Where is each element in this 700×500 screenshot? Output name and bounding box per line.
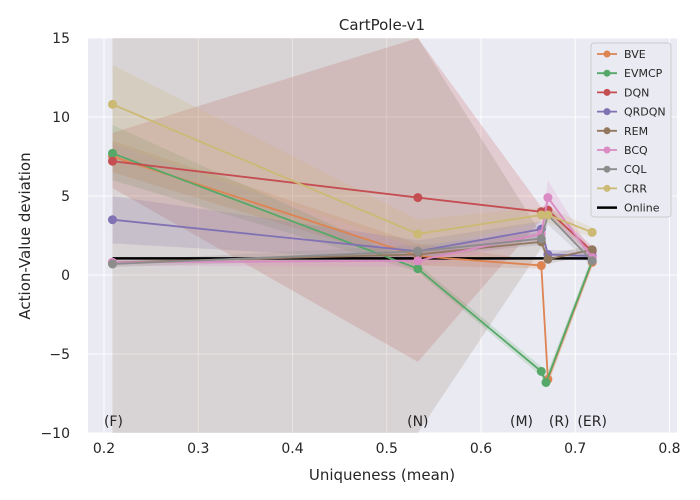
y-tick-labels: −10 −5 0 5 10 15 [40,31,70,442]
legend-marker-bcq [603,146,611,154]
point-evmcp [413,264,423,274]
x-axis-label: Uniqueness (mean) [309,466,455,484]
legend-marker-dqn [603,88,611,96]
x-tick-label: 0.3 [187,441,209,457]
point-rem [543,254,553,264]
legend-marker-qrdqn [603,108,611,116]
legend-marker-rem [603,127,611,135]
point-bcq [413,256,423,266]
legend-marker-crr [603,184,611,192]
x-tick-label: 0.4 [281,441,303,457]
point-crr [587,227,597,237]
point-cql [587,256,597,266]
chart-title: CartPole-v1 [339,16,425,34]
point-dqn [108,156,118,166]
x-tick-label: 0.2 [93,441,115,457]
x-tick-label: 0.6 [470,441,492,457]
band-evmcp [112,124,593,388]
point-crr [108,99,118,109]
annotation-label: (ER) [577,414,607,430]
y-tick-label: 15 [52,31,70,47]
annotation-label: (F) [104,414,123,430]
point-rem [587,245,597,255]
x-tick-label: 0.7 [564,441,586,457]
band-bve [112,140,593,386]
legend-label-bcq: BCQ [624,144,648,157]
point-qrdqn [108,215,118,225]
y-axis-label: Action-Value deviation [16,152,34,319]
point-evmcp [536,366,546,376]
annotation-label: (R) [549,414,570,430]
band-cql [112,205,593,268]
annotation-label: (N) [407,414,428,430]
point-dqn [413,193,423,203]
annotation-label: (M) [510,414,533,430]
x-tick-label: 0.5 [376,441,398,457]
plot-background [88,38,677,433]
point-crr [413,229,423,239]
y-tick-label: 5 [61,189,70,205]
y-tick-label: 0 [61,268,70,284]
legend-label-rem: REM [624,125,648,138]
y-tick-label: −10 [40,426,70,442]
point-cql [413,246,423,256]
legend-label-qrdqn: QRDQN [624,106,666,119]
legend-label-dqn: DQN [624,86,649,99]
point-cql [108,259,118,269]
legend-marker-cql [603,165,611,173]
band-crr [112,64,593,249]
legend-box [590,42,672,218]
legend-label-cql: CQL [624,163,647,176]
point-bve [536,261,546,271]
legend-marker-bve [603,50,611,58]
legend-label-bve: BVE [624,48,646,61]
point-crr [543,210,553,220]
point-crr [536,210,546,220]
point-bcq [543,193,553,203]
legend-label-evmcp: EVMCP [624,67,663,80]
series-lines [108,99,597,387]
x-tick-labels: 0.2 0.3 0.4 0.5 0.6 0.7 0.8 [93,441,681,457]
y-tick-label: 10 [52,110,70,126]
y-tick-label: −5 [49,347,70,363]
grid [88,37,677,434]
legend-label-crr: CRR [624,182,647,195]
annotations: (F) (N) (M) (R) (ER) [104,414,607,430]
legend-marker-evmcp [603,69,611,77]
band-dqn [112,38,593,362]
point-evmcp [541,377,551,387]
point-cql [536,234,546,244]
legend-label-online: Online [624,202,660,215]
band-qrdqn [112,196,593,261]
legend: BVE EVMCP DQN QRDQN REM BCQ CQL CRR Online [590,42,672,218]
point-evmcp [108,148,118,158]
x-tick-label: 0.8 [658,441,680,457]
